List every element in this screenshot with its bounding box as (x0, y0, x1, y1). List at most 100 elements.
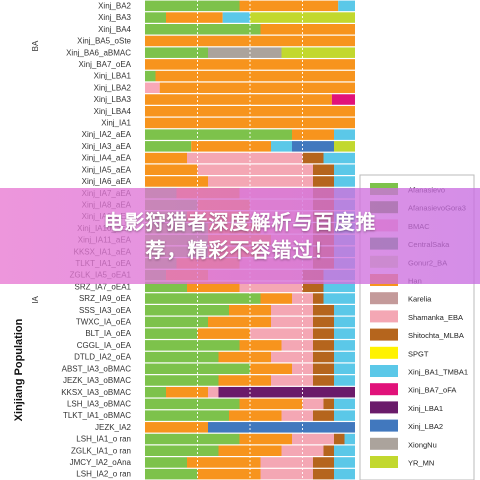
bar-segment (271, 304, 313, 316)
bar-segment (271, 316, 313, 328)
legend-label: Xinj_LBA2 (408, 422, 443, 431)
bar-segment (281, 47, 355, 58)
sample-label: Xinj_IA3_aEA (82, 142, 132, 151)
legend-swatch (370, 328, 398, 341)
bar-segment (323, 293, 355, 304)
bar-segment (334, 457, 355, 468)
legend-label: Karelia (408, 295, 432, 304)
bar-segment (166, 386, 208, 398)
bar-segment (250, 328, 313, 339)
bar-segment (145, 0, 240, 12)
sample-label: TWXC_IA_oEA (76, 318, 132, 327)
legend-swatch (370, 310, 398, 323)
bar-segment (145, 293, 261, 304)
bar-segment (334, 141, 355, 152)
sample-label: ZGLK_IA1_o ran (71, 446, 131, 455)
bar-segment (323, 281, 355, 293)
bar-segment (145, 94, 332, 105)
bar-segment (313, 468, 334, 480)
bar-segment (145, 24, 261, 35)
bar-segment (281, 340, 313, 351)
bar-segment (218, 445, 282, 456)
legend-swatch (370, 437, 398, 450)
bar-segment (313, 410, 334, 421)
bar-segment (313, 363, 334, 375)
bar-segment (222, 12, 250, 23)
bar-segment (145, 457, 187, 468)
bar-segment (313, 351, 334, 363)
promo-banner: 电影狩猎者深度解析与百度推 荐，精彩不容错过！ (0, 188, 480, 284)
bar-segment (334, 340, 355, 351)
bar-segment (271, 351, 313, 363)
bar-segment (145, 70, 156, 82)
bar-segment (145, 82, 160, 94)
bar-segment (191, 141, 271, 152)
bar-segment (334, 445, 355, 456)
bar-segment (281, 445, 324, 456)
sample-label: CGGL_IA_oEA (77, 341, 132, 350)
bar-segment (145, 316, 208, 328)
sample-label: SSS_IA3_oEA (79, 306, 132, 315)
sample-label: DTLD_IA2_oEA (74, 353, 132, 362)
bar-segment (145, 47, 208, 58)
bar-segment (145, 141, 192, 152)
sample-label: JMCY_IA2_oAna (70, 458, 132, 467)
bar-segment (208, 47, 282, 58)
bar-segment (334, 433, 345, 445)
bar-segment (239, 0, 339, 12)
bar-segment (334, 363, 355, 375)
bar-segment (208, 386, 219, 398)
bar-segment (197, 468, 261, 480)
bar-segment (145, 328, 198, 339)
legend-swatch (370, 456, 398, 468)
bar-segment (239, 398, 303, 410)
bar-segment (229, 410, 282, 421)
bar-segment (250, 363, 292, 375)
bar-segment (334, 129, 355, 140)
sample-label: Xinj_BA3 (98, 13, 131, 22)
bar-segment (302, 281, 324, 293)
legend-label: Shamanka_EBA (408, 313, 463, 322)
bar-segment (313, 375, 334, 386)
bar-segment (145, 164, 198, 176)
bar-segment (145, 410, 229, 421)
bar-segment (218, 351, 271, 363)
sample-label: Xinj_BA4 (98, 25, 131, 34)
sample-label: JEZK_IA2 (95, 423, 132, 432)
bar-segment (292, 433, 334, 445)
bar-segment (187, 281, 240, 293)
sample-label: LSH_IA2_o ran (76, 470, 131, 479)
bar-segment (334, 351, 355, 363)
bar-segment (239, 281, 303, 293)
sample-label: Xinj_BA5_oSte (77, 37, 131, 46)
bar-segment (145, 433, 240, 445)
bar-segment (334, 316, 355, 328)
bar-segment (239, 340, 282, 351)
legend-label: Xinj_BA1_TMBA1 (408, 368, 468, 377)
legend-label: Xinj_LBA1 (408, 404, 443, 413)
legend-swatch (370, 292, 398, 305)
sample-label: KKSX_IA3_oBMAC (61, 388, 131, 397)
bar-segment (145, 468, 198, 480)
bar-segment (145, 386, 166, 398)
bar-segment (334, 164, 355, 176)
bar-segment (281, 410, 313, 421)
bar-segment (313, 328, 334, 339)
bar-segment (313, 340, 334, 351)
bar-segment (239, 433, 292, 445)
legend-swatch (370, 401, 398, 414)
bar-segment (334, 328, 355, 339)
sample-label: ABST_IA3_oBMAC (62, 364, 132, 373)
bar-segment (271, 375, 313, 386)
bar-segment (145, 304, 229, 316)
legend-label: YR_MN (408, 459, 434, 468)
banner-line-1: 电影狩猎者深度解析与百度推 (103, 210, 377, 234)
bar-segment (292, 141, 334, 152)
bar-segment (323, 398, 334, 410)
legend-swatch (370, 419, 398, 432)
bar-segment (159, 82, 355, 94)
bar-segment (145, 398, 240, 410)
sample-label: TLKT_IA1_oBMAC (63, 411, 131, 420)
bar-segment (187, 152, 303, 164)
bar-segment (145, 176, 208, 187)
